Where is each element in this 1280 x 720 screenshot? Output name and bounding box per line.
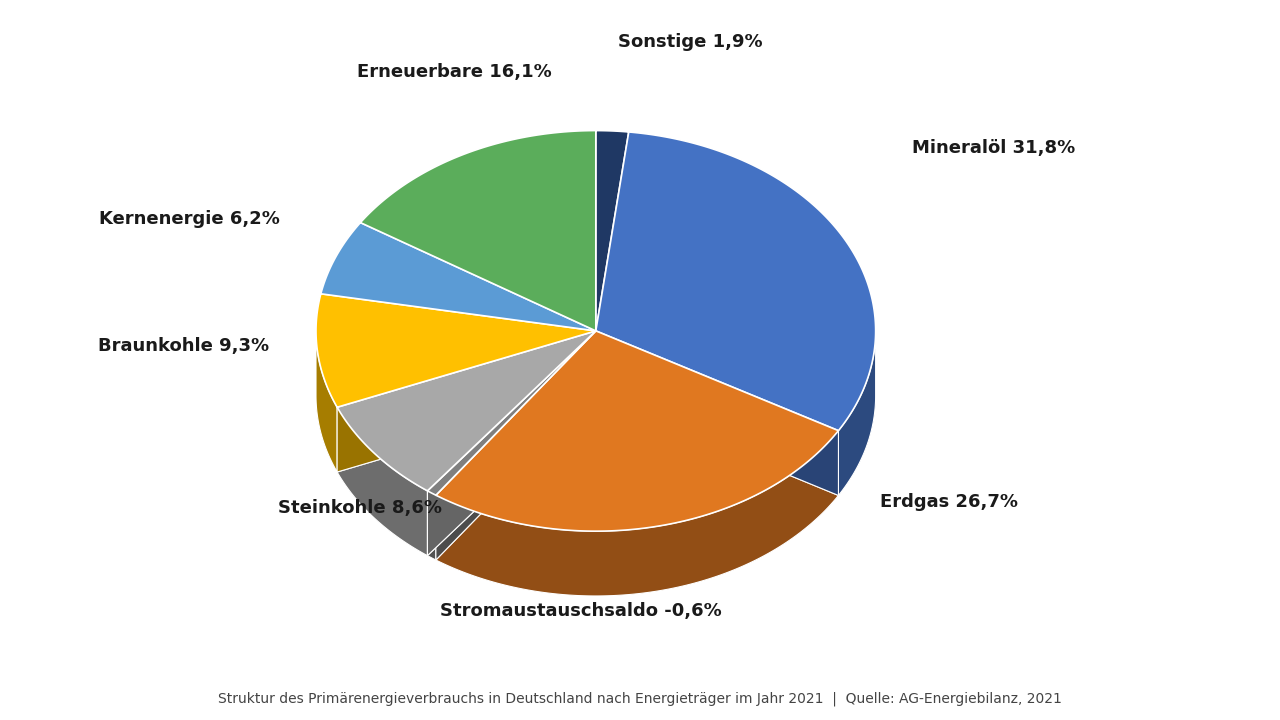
Polygon shape	[595, 130, 628, 331]
Polygon shape	[321, 222, 595, 331]
Polygon shape	[361, 130, 595, 331]
Polygon shape	[436, 331, 595, 560]
Polygon shape	[428, 491, 436, 560]
Polygon shape	[595, 132, 876, 431]
Text: Steinkohle 8,6%: Steinkohle 8,6%	[278, 498, 442, 517]
Polygon shape	[595, 331, 838, 495]
Polygon shape	[316, 330, 337, 472]
Text: Stromaustauschsaldo -0,6%: Stromaustauschsaldo -0,6%	[440, 602, 722, 620]
Polygon shape	[838, 332, 876, 495]
Polygon shape	[337, 331, 595, 472]
Polygon shape	[436, 431, 838, 596]
Ellipse shape	[316, 195, 876, 596]
Polygon shape	[428, 331, 595, 556]
Text: Sonstige 1,9%: Sonstige 1,9%	[618, 33, 763, 51]
Polygon shape	[436, 331, 838, 531]
Polygon shape	[337, 331, 595, 472]
Polygon shape	[337, 331, 595, 491]
Text: Struktur des Primärenergieverbrauchs in Deutschland nach Energieträger im Jahr 2: Struktur des Primärenergieverbrauchs in …	[218, 691, 1062, 706]
Text: Erneuerbare 16,1%: Erneuerbare 16,1%	[357, 63, 552, 81]
Polygon shape	[337, 408, 428, 556]
Polygon shape	[428, 331, 595, 556]
Polygon shape	[595, 331, 838, 495]
Polygon shape	[436, 331, 595, 560]
Polygon shape	[428, 331, 595, 495]
Text: Erdgas 26,7%: Erdgas 26,7%	[881, 492, 1019, 510]
Polygon shape	[316, 294, 595, 408]
Text: Mineralöl 31,8%: Mineralöl 31,8%	[911, 139, 1075, 157]
Text: Kernenergie 6,2%: Kernenergie 6,2%	[99, 210, 280, 228]
Text: Braunkohle 9,3%: Braunkohle 9,3%	[97, 337, 269, 355]
